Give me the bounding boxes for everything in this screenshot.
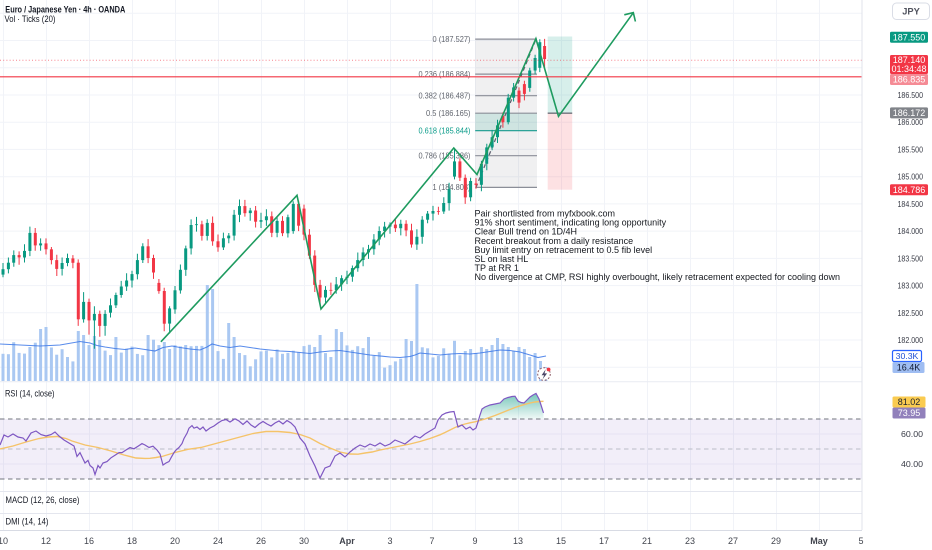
svg-text:JPY: JPY [902, 7, 920, 17]
svg-text:187.550: 187.550 [893, 33, 926, 43]
svg-text:1 (184.803): 1 (184.803) [433, 182, 471, 192]
svg-text:Pair shortlisted from myfxbook: Pair shortlisted from myfxbook.com [475, 209, 616, 219]
svg-text:183.000: 183.000 [898, 281, 924, 291]
svg-text:26: 26 [256, 536, 266, 546]
svg-text:185.500: 185.500 [898, 144, 924, 154]
svg-text:TP at RR 1: TP at RR 1 [475, 263, 519, 273]
svg-text:Clear Bull trend on 1D/4H: Clear Bull trend on 1D/4H [475, 227, 578, 237]
svg-text:9: 9 [472, 536, 477, 546]
svg-text:RSI (14, close): RSI (14, close) [5, 389, 55, 399]
svg-text:0.236 (186.884): 0.236 (186.884) [419, 69, 471, 79]
svg-text:29: 29 [771, 536, 781, 546]
svg-text:27: 27 [728, 536, 738, 546]
svg-text:30.3K: 30.3K [896, 351, 919, 361]
svg-text:184.000: 184.000 [898, 226, 924, 236]
svg-text:13: 13 [513, 536, 523, 546]
svg-text:21: 21 [642, 536, 652, 546]
svg-text:0.382 (186.487): 0.382 (186.487) [419, 91, 471, 101]
svg-text:186.000: 186.000 [898, 117, 924, 127]
svg-text:81.02: 81.02 [898, 397, 921, 407]
svg-text:60.00: 60.00 [901, 429, 923, 439]
svg-text:40.00: 40.00 [901, 459, 923, 469]
svg-text:186.172: 186.172 [893, 108, 926, 118]
svg-text:182.500: 182.500 [898, 308, 924, 318]
svg-text:16.4K: 16.4K [897, 363, 921, 373]
svg-text:183.500: 183.500 [898, 253, 924, 263]
svg-text:184.500: 184.500 [898, 199, 924, 209]
svg-text:15: 15 [556, 536, 566, 546]
svg-text:MACD (12, 26, close): MACD (12, 26, close) [6, 495, 80, 505]
svg-text:0.786 (185.386): 0.786 (185.386) [419, 151, 471, 161]
svg-text:No divergence at CMP, RSI high: No divergence at CMP, RSI highly overbou… [475, 272, 841, 282]
svg-text:3: 3 [387, 536, 392, 546]
svg-text:DMI (14, 14): DMI (14, 14) [6, 517, 49, 527]
svg-text:73.95: 73.95 [898, 408, 921, 418]
svg-text:5: 5 [858, 536, 863, 546]
svg-text:186.500: 186.500 [898, 90, 924, 100]
svg-text:187.140: 187.140 [893, 55, 926, 65]
svg-text:24: 24 [213, 536, 223, 546]
svg-text:Buy limit entry on retracement: Buy limit entry on retracement to 0.5 fi… [475, 245, 653, 255]
svg-text:16: 16 [84, 536, 94, 546]
svg-text:185.000: 185.000 [898, 172, 924, 182]
svg-text:18: 18 [127, 536, 137, 546]
svg-text:0 (187.527): 0 (187.527) [433, 34, 471, 44]
svg-text:Vol · Ticks (20): Vol · Ticks (20) [5, 14, 56, 24]
svg-text:20: 20 [170, 536, 180, 546]
svg-text:0.618 (185.844): 0.618 (185.844) [419, 126, 471, 136]
svg-text:Recent breakout from a daily r: Recent breakout from a daily resistance [475, 236, 634, 246]
svg-text:182.000: 182.000 [898, 335, 924, 345]
svg-text:Apr: Apr [339, 536, 355, 546]
svg-text:17: 17 [599, 536, 609, 546]
svg-text:7: 7 [429, 536, 434, 546]
svg-text:Euro / Japanese Yen · 4h · OAN: Euro / Japanese Yen · 4h · OANDA [5, 5, 126, 15]
svg-text:SL on last HL: SL on last HL [475, 254, 529, 264]
svg-text:10: 10 [0, 536, 8, 546]
svg-text:30: 30 [299, 536, 309, 546]
svg-text:91% short sentiment, indicatin: 91% short sentiment, indicating long opp… [475, 218, 667, 228]
svg-text:12: 12 [41, 536, 51, 546]
svg-text:184.786: 184.786 [893, 185, 926, 195]
svg-text:0.5 (186.165): 0.5 (186.165) [426, 108, 471, 118]
svg-text:May: May [810, 536, 828, 546]
svg-text:186.835: 186.835 [893, 75, 926, 85]
svg-text:23: 23 [685, 536, 695, 546]
svg-text:01:34:48: 01:34:48 [891, 64, 926, 74]
